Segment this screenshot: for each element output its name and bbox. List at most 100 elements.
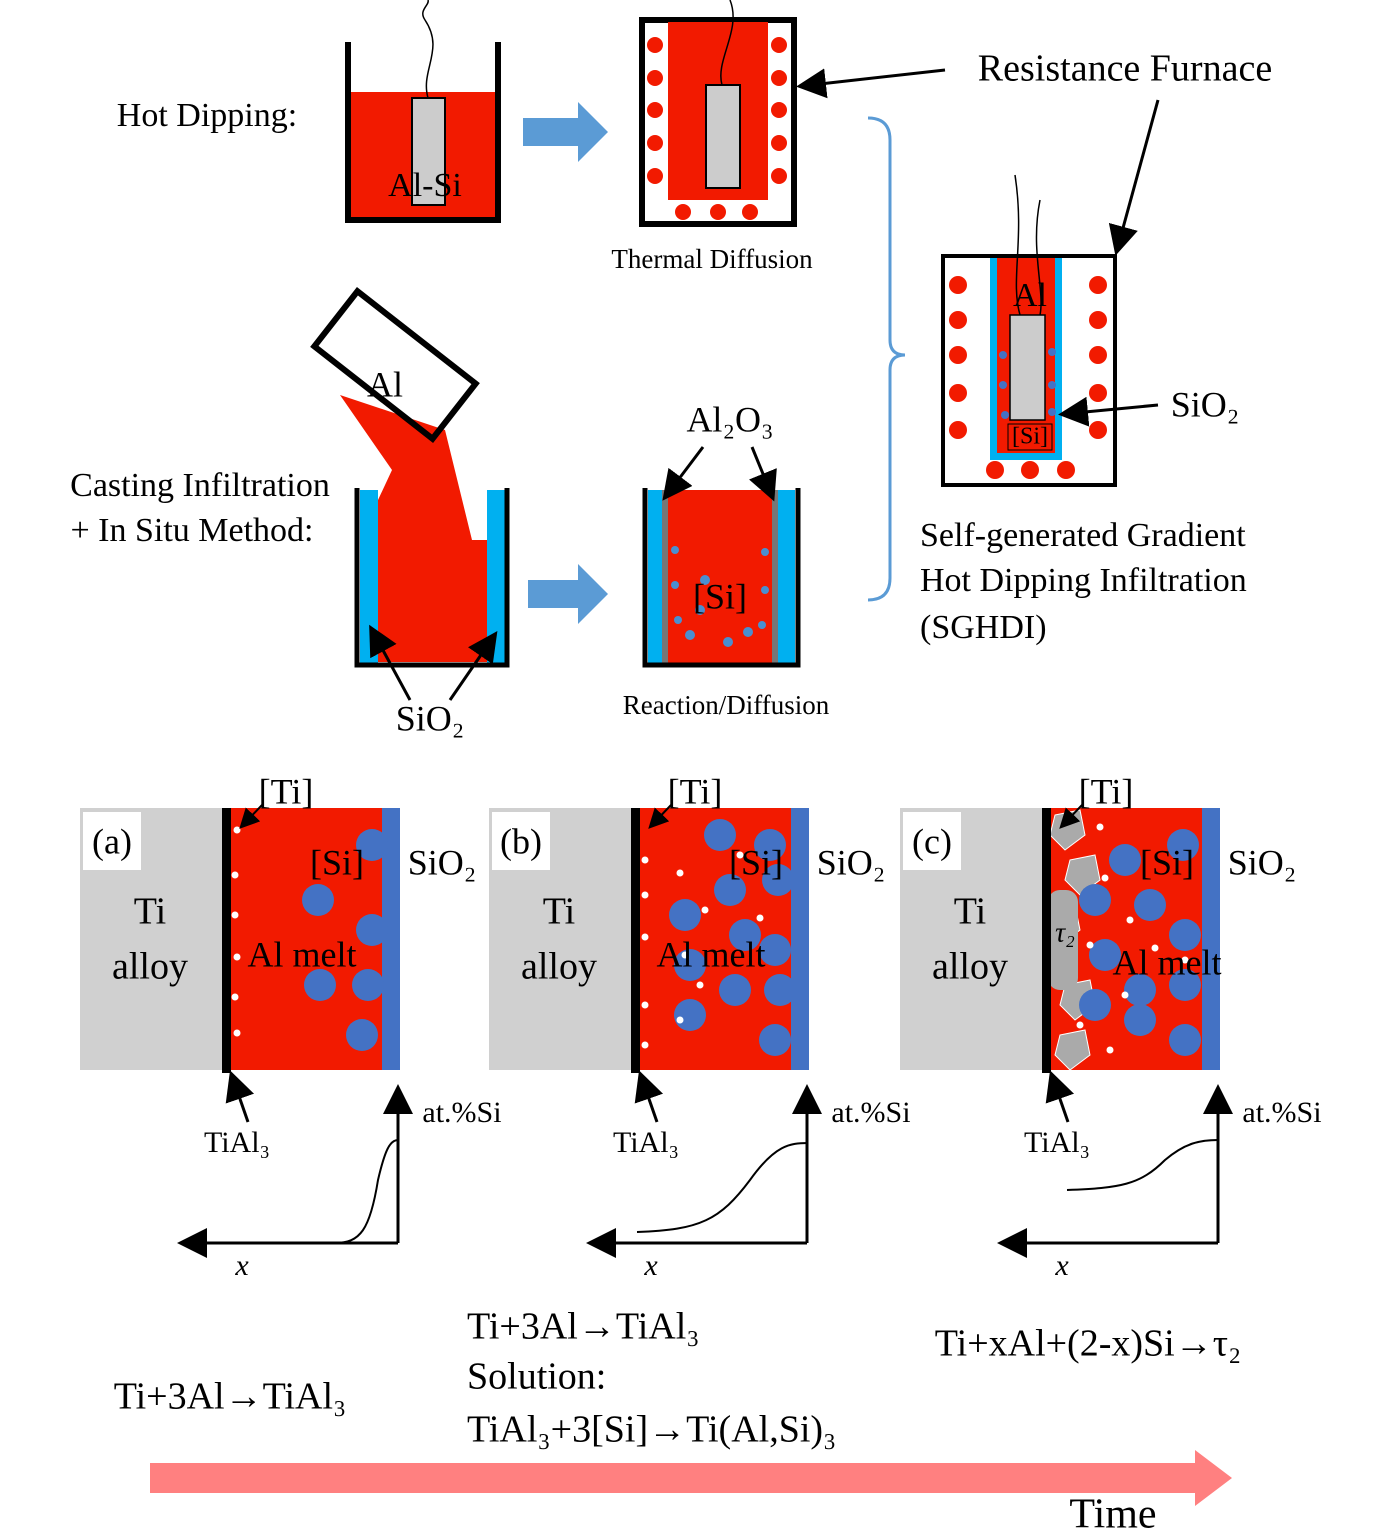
si-particle [346, 1019, 378, 1051]
si-particle [1134, 889, 1166, 921]
reaction: TiAl₃+3[Si]→Ti(Al,Si)₃ [467, 1409, 836, 1451]
ti-label: [Ti] [259, 771, 314, 811]
ti-particle [1102, 875, 1109, 882]
ti-particle [642, 1002, 649, 1009]
bracket [868, 118, 905, 600]
alloy-label: Ti [134, 891, 166, 933]
tial3-label: TiAl₃ [613, 1126, 679, 1159]
arrow [641, 1076, 657, 1122]
ti-label: [Ti] [668, 771, 723, 811]
label: Al-Si [388, 167, 462, 204]
label: Al₂O₃ [686, 399, 773, 439]
ti-particle [1077, 1022, 1084, 1029]
reaction-beaker [645, 447, 798, 665]
si-label: [Si] [729, 842, 783, 882]
melt-label: Al melt [248, 934, 357, 974]
tial3-label: TiAl₃ [204, 1126, 270, 1159]
x-axis-label: x [234, 1249, 249, 1282]
label: Al [1013, 277, 1047, 314]
alloy-label: alloy [521, 946, 597, 988]
si-particle [719, 974, 751, 1006]
casting-beaker [314, 291, 507, 700]
label: [Si] [693, 576, 747, 616]
panel-letter: (b) [500, 821, 542, 861]
arrow [1117, 100, 1158, 250]
si-particle [1124, 1004, 1156, 1036]
si-particle [1109, 844, 1141, 876]
si-particle [1079, 884, 1111, 916]
tau-label: τ₂ [1055, 917, 1075, 948]
ti-particle [697, 982, 704, 989]
alloy-label: alloy [112, 946, 188, 988]
label: SiO₂ [1171, 384, 1240, 424]
ti-particle [677, 1017, 684, 1024]
ti-particle [1087, 942, 1094, 949]
ti-particle [232, 994, 239, 1001]
sio2-label: SiO₂ [1228, 842, 1297, 882]
alloy-label: Ti [954, 891, 986, 933]
x-axis-label: x [1054, 1249, 1069, 1282]
arrow [802, 70, 945, 86]
x-axis-label: x [643, 1249, 658, 1282]
ti-particle [702, 907, 709, 914]
ti-particle [677, 870, 684, 877]
arrow [1052, 1076, 1068, 1122]
caption: (SGHDI) [920, 609, 1047, 646]
sio2-label: SiO₂ [408, 842, 477, 882]
ti-particle [642, 857, 649, 864]
si-particle [1079, 989, 1111, 1021]
furnace [642, 0, 794, 224]
caption: Self-generated Gradient [920, 517, 1246, 554]
ti-particle [1097, 824, 1104, 831]
diagram: Hot Dipping: Al-Si Thermal Diffusion Res… [0, 0, 1377, 1537]
ti-particle [642, 892, 649, 899]
si-particle [674, 999, 706, 1031]
label: Casting Infiltration [70, 467, 330, 504]
ti-particle [757, 915, 764, 922]
si-particle [669, 899, 701, 931]
y-axis-label: at.%Si [422, 1096, 501, 1129]
y-axis-label: at.%Si [831, 1096, 910, 1129]
ti-particle [642, 1042, 649, 1049]
ti-particle [1122, 992, 1129, 999]
reaction: Ti+xAl+(2-x)Si→τ₂ [935, 1323, 1241, 1365]
melt-label: Al melt [1113, 942, 1222, 982]
alloy-label: alloy [932, 946, 1008, 988]
si-label: [Si] [310, 842, 364, 882]
reaction: Ti+3Al→TiAl₃ [467, 1306, 700, 1348]
tial3-layer [1042, 808, 1051, 1073]
label: Hot Dipping: [117, 97, 297, 134]
ti-particle [234, 827, 241, 834]
si-particle [356, 914, 388, 946]
tial3-layer [222, 808, 231, 1073]
sio2-label: SiO₂ [817, 842, 886, 882]
ti-particle [232, 872, 239, 879]
panel-letter: (a) [92, 821, 132, 861]
ti-particle [234, 1030, 241, 1037]
ti-particle [234, 954, 241, 961]
label: SiO₂ [396, 698, 465, 738]
label: Resistance Furnace [978, 48, 1272, 90]
time-label: Time [1069, 1492, 1156, 1537]
label: [Si] [1012, 424, 1048, 450]
si-particle [352, 969, 384, 1001]
sio2-wall [1202, 808, 1220, 1070]
alloy-label: Ti [543, 891, 575, 933]
melt-label: Al melt [657, 934, 766, 974]
tial3-layer [631, 808, 640, 1073]
reaction: Solution: [467, 1356, 606, 1398]
tial3-label: TiAl₃ [1024, 1126, 1090, 1159]
si-label: [Si] [1140, 842, 1194, 882]
arrow [523, 102, 608, 162]
ti-particle [1107, 1047, 1114, 1054]
panel-letter: (c) [912, 821, 952, 861]
sio2-wall [791, 808, 809, 1070]
ti-particle [232, 912, 239, 919]
ti-particle [1127, 917, 1134, 924]
reaction: Ti+3Al→TiAl₃ [114, 1376, 347, 1418]
si-particle [764, 974, 796, 1006]
caption: Hot Dipping Infiltration [920, 562, 1247, 599]
label: Reaction/Diffusion [623, 690, 830, 720]
si-particle [302, 884, 334, 916]
label: Thermal Diffusion [611, 244, 813, 274]
